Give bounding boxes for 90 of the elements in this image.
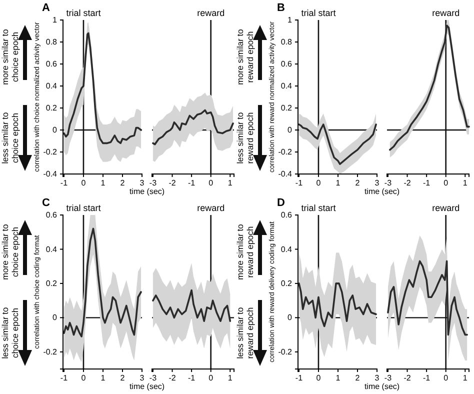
x-tick-label: -3 <box>149 178 158 188</box>
text: less similar to reward epoch <box>235 112 255 164</box>
y-tick-label: 0 <box>52 313 58 322</box>
x-tick-label: 0 <box>444 178 449 188</box>
text: less similar to choice epoch <box>0 112 20 164</box>
y-tick-label: -0.2 <box>278 148 293 157</box>
x-tick-label: 1 <box>100 178 106 188</box>
x-tick-label: 0 <box>208 178 214 188</box>
y-tick-label: 0.8 <box>46 38 58 47</box>
x-tick-label: -1 <box>188 374 196 383</box>
x-axis-title: time (sec) <box>364 187 400 196</box>
text: less similar to reward epoch <box>235 306 255 359</box>
ref-line-label: trial start <box>66 203 102 213</box>
ref-line-label: reward <box>197 8 225 18</box>
x-tick-label: 2 <box>355 178 360 188</box>
x-tick-label: 0 <box>316 178 322 188</box>
ref-line-label: trial start <box>301 203 336 213</box>
y-tick-label: 0.6 <box>280 210 293 220</box>
y-tick-label: 0.6 <box>46 60 58 69</box>
x-tick-label: -1 <box>422 178 431 188</box>
y-tick-label: 0 <box>288 313 293 322</box>
x-tick-label: 1 <box>228 374 233 383</box>
x-tick-label: 3 <box>374 374 380 383</box>
y-tick-label: 0.4 <box>46 82 58 91</box>
x-tick-label: 1 <box>462 178 468 188</box>
x-tick-label: -3 <box>384 374 392 383</box>
y-tick-label: 0.8 <box>280 38 293 47</box>
x-tick-label: -3 <box>384 178 392 188</box>
x-tick-label: -2 <box>404 178 412 188</box>
x-tick-label: -1 <box>422 374 431 383</box>
x-tick-label: 0 <box>208 374 214 383</box>
x-tick-label: -1 <box>60 178 68 188</box>
y-tick-label: 0 <box>52 126 58 135</box>
x-axis-title: time (sec) <box>129 187 165 196</box>
x-tick-label: 2 <box>355 374 360 383</box>
x-tick-label: 1 <box>336 374 341 383</box>
x-tick-label: 3 <box>374 178 380 188</box>
text: more similar to choice epoch <box>0 224 20 280</box>
x-tick-label: 0 <box>444 374 449 383</box>
x-axis-title: time (sec) <box>364 382 400 391</box>
y-tick-label: 0 <box>288 126 293 135</box>
ref-line-label: trial start <box>301 8 336 18</box>
x-tick-label: -1 <box>295 374 304 383</box>
y-tick-label: 0.2 <box>46 279 58 288</box>
x-tick-label: 1 <box>336 178 341 188</box>
x-tick-label: 2 <box>120 374 126 383</box>
x-tick-label: -2 <box>168 374 176 383</box>
x-tick-label: 3 <box>140 178 145 188</box>
text: more similar to choice epoch <box>0 28 20 85</box>
x-tick-label: 1 <box>228 178 233 188</box>
y-tick-label: 0.4 <box>280 82 293 91</box>
x-tick-label: -2 <box>168 178 176 188</box>
y-tick-label: 0.2 <box>280 279 293 288</box>
x-tick-label: 0 <box>81 374 86 383</box>
x-tick-label: -1 <box>295 178 304 188</box>
y-tick-label: -0.2 <box>43 347 58 356</box>
text: more similar to reward epoch <box>235 28 255 85</box>
chart-title: D <box>277 197 285 209</box>
y-tick-label: 0.4 <box>280 244 293 254</box>
chart-title: B <box>277 2 285 14</box>
y-tick-label: 0.6 <box>46 210 58 220</box>
x-tick-label: -3 <box>149 374 158 383</box>
x-tick-label: 0 <box>81 178 86 188</box>
x-tick-label: 2 <box>120 178 126 188</box>
chart-title: A <box>42 2 50 14</box>
y-tick-label: 1 <box>288 16 293 25</box>
y-tick-label: 0.2 <box>46 104 58 113</box>
ref-line-label: reward <box>197 203 225 213</box>
x-tick-label: 1 <box>462 374 468 383</box>
y-tick-label: -0.4 <box>43 170 58 179</box>
x-tick-label: 3 <box>140 374 145 383</box>
x-tick-label: 0 <box>316 374 322 383</box>
y-tick-label: 0.4 <box>46 244 58 254</box>
y-tick-label: -0.2 <box>43 148 58 157</box>
y-tick-label: 1 <box>52 16 58 25</box>
x-tick-label: 1 <box>100 374 106 383</box>
y-tick-label: -0.4 <box>278 170 293 179</box>
y-tick-label: 0.6 <box>280 60 293 69</box>
ref-line-label: reward <box>432 8 460 18</box>
x-tick-label: -1 <box>60 374 68 383</box>
text: less similar to choice epoch <box>0 306 20 359</box>
y-tick-label: 0.2 <box>280 104 293 113</box>
x-tick-label: -2 <box>404 374 412 383</box>
ref-line-label: reward <box>432 203 460 213</box>
x-tick-label: -1 <box>188 178 196 188</box>
y-tick-label: -0.2 <box>278 347 293 356</box>
ref-line-label: trial start <box>66 8 102 18</box>
chart-title: C <box>42 197 50 209</box>
text: more similar to reward epoch <box>235 224 255 280</box>
x-axis-title: time (sec) <box>129 382 165 391</box>
